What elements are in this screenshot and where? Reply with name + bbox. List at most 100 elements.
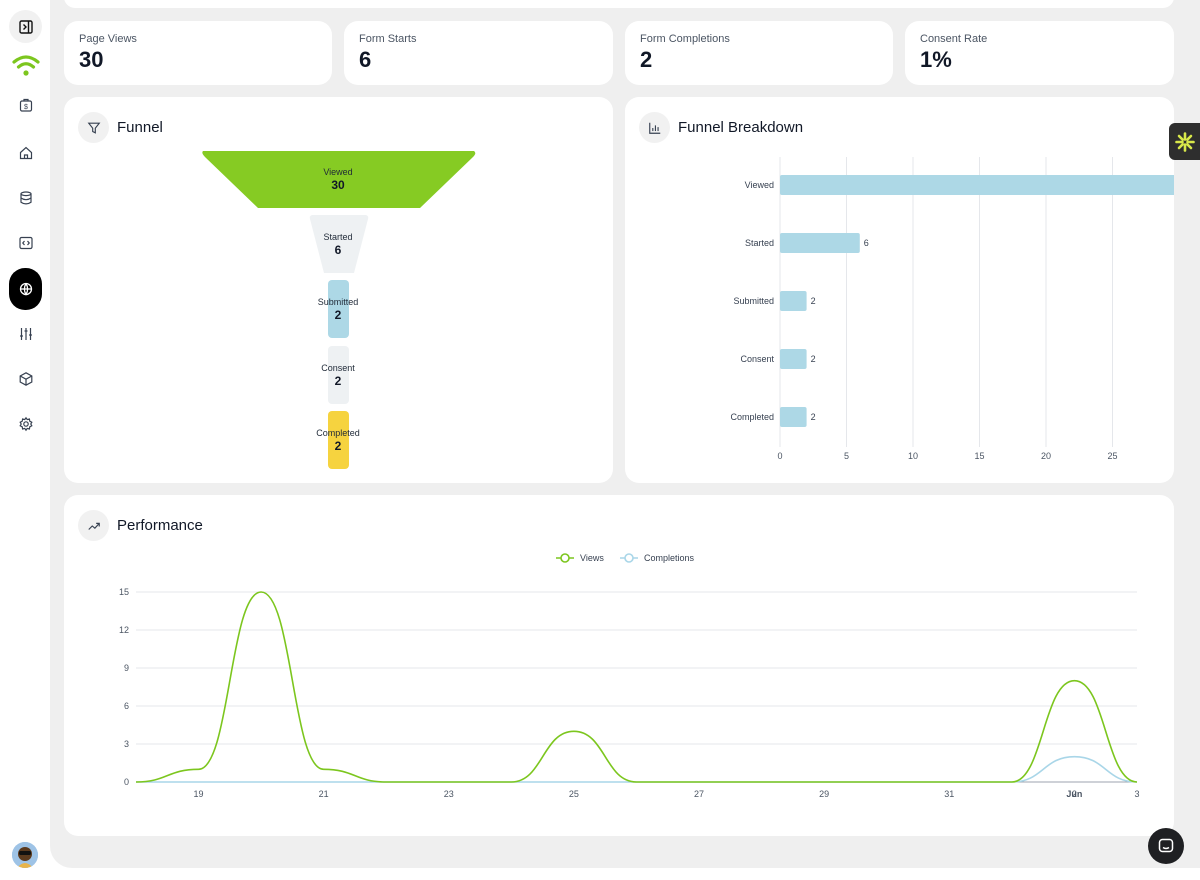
legend-label: Views — [580, 553, 604, 563]
filter-icon — [87, 122, 100, 134]
bar — [780, 175, 1174, 195]
legend-marker — [560, 553, 570, 563]
bar-value-label: 2 — [811, 412, 816, 422]
sliders-nav[interactable] — [9, 317, 42, 350]
billing-icon: $ — [19, 98, 32, 112]
wifi-logo-icon — [11, 55, 40, 76]
stat-card-form-starts: Form Starts 6 — [344, 21, 613, 85]
globe-nav[interactable] — [9, 268, 42, 310]
globe-icon — [19, 282, 32, 296]
breakdown-icon-badge — [639, 112, 670, 143]
box-nav[interactable] — [9, 362, 42, 395]
funnel-stage-consent: Consent 2 — [288, 363, 388, 388]
funnel-icon-badge — [78, 112, 109, 143]
settings-icon — [18, 416, 33, 431]
line-y-tick-label: 3 — [124, 739, 129, 749]
funnel-stage-value: 2 — [334, 308, 342, 322]
funnel-stage-submitted-shape[interactable] — [328, 280, 349, 338]
bar-x-tick-label: 25 — [1107, 451, 1117, 461]
line-y-tick-label: 6 — [124, 701, 129, 711]
line-x-tick-label: 2 — [1072, 789, 1077, 799]
line-x-tick-label: Jun — [1066, 789, 1082, 799]
bar-x-tick-label: 15 — [974, 451, 984, 461]
stat-card-page-views: Page Views 30 — [64, 21, 332, 85]
trending-up-icon — [87, 522, 100, 530]
funnel-stage-submitted: Submitted 2 — [288, 297, 388, 322]
funnel-stage-value: 2 — [334, 439, 342, 453]
line-y-tick-label: 9 — [124, 663, 129, 673]
avatar[interactable] — [12, 842, 38, 868]
performance-header: Performance — [78, 510, 203, 541]
top-card-edge — [64, 0, 1174, 8]
funnel-stage-value: 6 — [334, 243, 342, 257]
stat-card-form-completions: Form Completions 2 — [625, 21, 893, 85]
funnel-stage-consent-shape[interactable] — [328, 346, 349, 404]
sidebar: $ — [0, 0, 50, 880]
bar-category-label: Viewed — [745, 180, 774, 190]
funnel-stage-label: Completed — [316, 428, 360, 438]
billing-nav[interactable]: $ — [9, 88, 42, 121]
main-content: Page Views 30 Form Starts 6 Form Complet… — [50, 0, 1200, 868]
bar-x-tick-label: 10 — [908, 451, 918, 461]
line-y-tick-label: 15 — [119, 587, 129, 597]
funnel-stage-label: Consent — [321, 363, 355, 373]
brand-tab[interactable] — [1169, 123, 1200, 160]
bar — [780, 349, 807, 369]
stat-card-consent-rate: Consent Rate 1% — [905, 21, 1174, 85]
line-x-tick-label: 21 — [319, 789, 329, 799]
line-x-tick-label: 25 — [569, 789, 579, 799]
funnel-stage-completed-shape[interactable] — [328, 411, 349, 469]
bar-chart-icon — [648, 122, 660, 134]
home-icon — [19, 146, 32, 159]
funnel-stage-viewed-shape[interactable] — [202, 151, 476, 208]
legend-label: Completions — [644, 553, 695, 563]
bar — [780, 233, 860, 253]
funnel-stage-label: Viewed — [323, 167, 353, 177]
collapse-sidebar-icon — [18, 19, 33, 34]
line-y-tick-label: 0 — [124, 777, 129, 787]
performance-card: Performance 0 3 6 9 12 15 19 21 23 25 27 29 31 Jun 2 3 V… — [64, 495, 1174, 836]
settings-nav[interactable] — [9, 407, 42, 440]
bar-category-label: Started — [745, 238, 774, 248]
performance-icon-badge — [78, 510, 109, 541]
stat-value: 30 — [79, 47, 104, 72]
funnel-stage-value: 2 — [334, 374, 342, 388]
funnel-stage-label: Submitted — [317, 297, 359, 307]
stat-label: Consent Rate — [920, 33, 988, 45]
stat-value: 1% — [920, 47, 952, 72]
database-nav[interactable] — [9, 181, 42, 214]
funnel-card: Funnel Viewed 30 Started 6 Submitted 2 C… — [64, 97, 613, 483]
bar — [780, 291, 807, 311]
stat-value: 6 — [359, 47, 372, 72]
asterisk-logo-icon — [1174, 131, 1195, 152]
breakdown-title: Funnel Breakdown — [678, 119, 804, 136]
bar-category-label: Consent — [740, 354, 774, 364]
line-x-tick-label: 23 — [444, 789, 454, 799]
bar-value-label: 6 — [864, 238, 869, 248]
code-nav[interactable] — [9, 226, 42, 259]
bar-value-label: 2 — [811, 354, 816, 364]
chat-button[interactable] — [1148, 828, 1184, 864]
collapse-sidebar-button[interactable] — [9, 10, 42, 43]
line-x-tick-label: 27 — [694, 789, 704, 799]
bar-category-label: Completed — [730, 412, 774, 422]
series-line — [135, 591, 1138, 783]
funnel-title: Funnel — [117, 119, 163, 136]
database-icon — [19, 190, 32, 204]
stat-label: Form Completions — [640, 33, 730, 45]
funnel-stage-started-shape[interactable] — [309, 215, 369, 273]
bar-x-tick-label: 20 — [1041, 451, 1051, 461]
line-x-tick-label: 19 — [194, 789, 204, 799]
line-y-tick-label: 12 — [119, 625, 129, 635]
series-line — [136, 755, 1138, 783]
stat-label: Form Starts — [359, 33, 417, 45]
funnel-stage-value: 30 — [331, 178, 345, 192]
home-nav[interactable] — [9, 136, 42, 169]
bar-x-tick-label: 0 — [777, 451, 782, 461]
box-icon — [19, 371, 32, 386]
wifi-logo[interactable] — [9, 52, 42, 80]
funnel-stage-viewed: Viewed 30 — [288, 167, 388, 192]
bar-value-label: 2 — [811, 296, 816, 306]
funnel-breakdown-chart: 051015202530Viewed30Started6Submitted2Co… — [730, 157, 1174, 461]
